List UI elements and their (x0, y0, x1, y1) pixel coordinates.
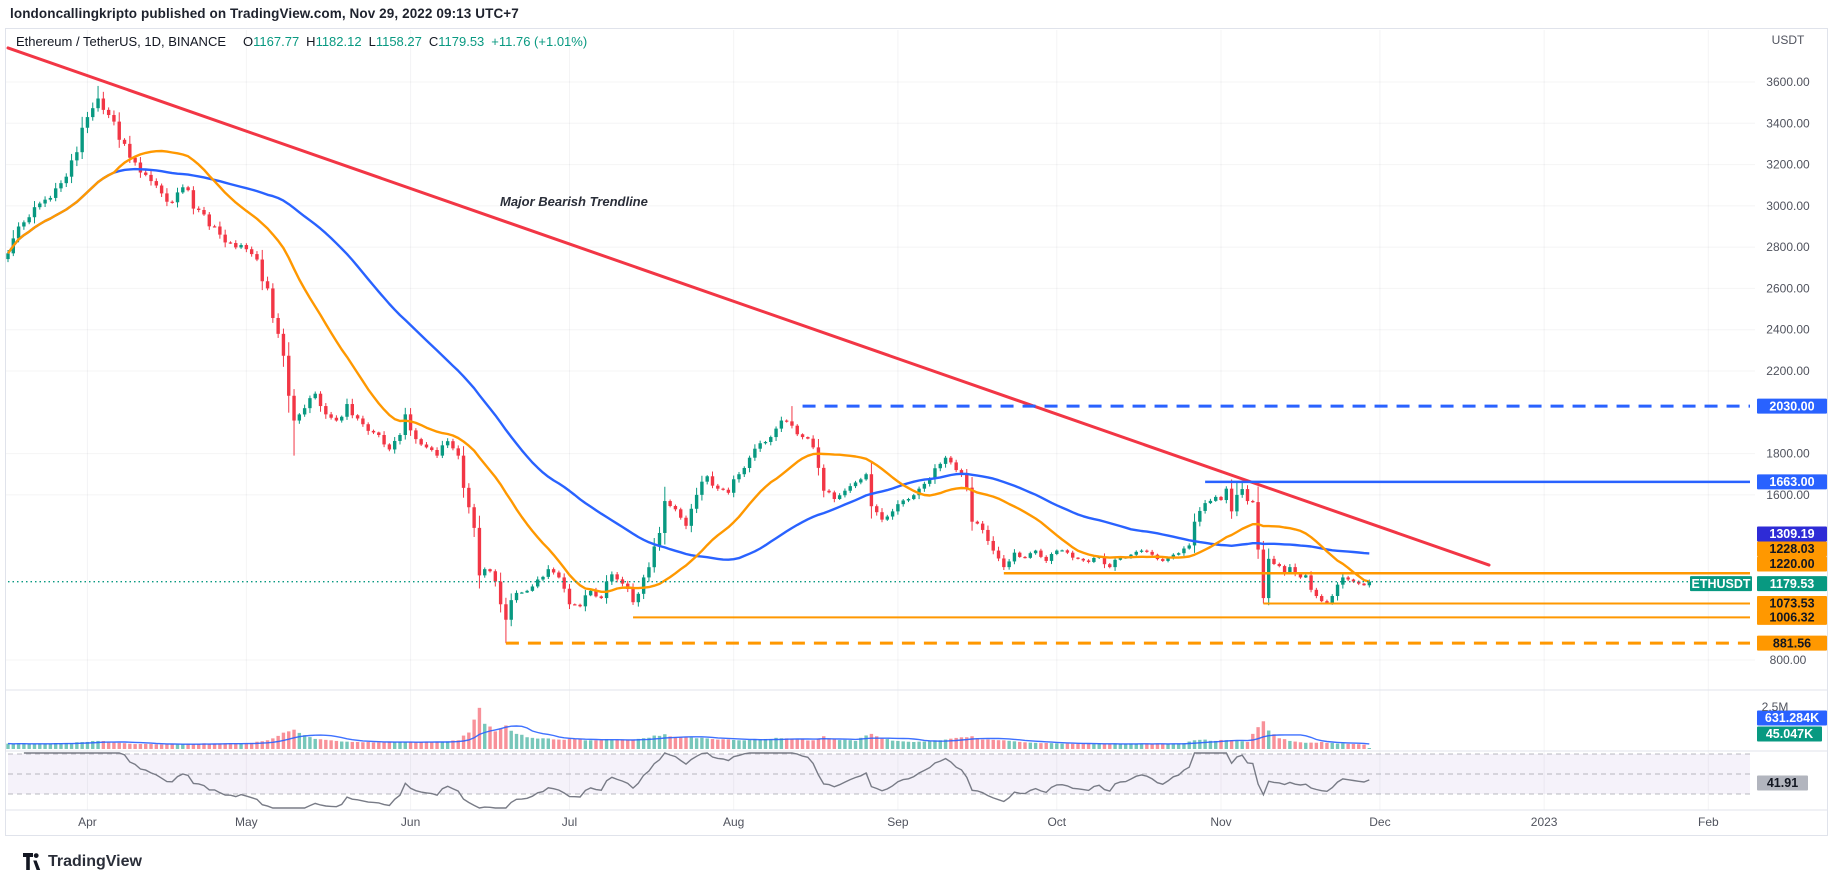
svg-text:1800.00: 1800.00 (1766, 447, 1810, 461)
svg-text:ETHUSDT: ETHUSDT (1691, 577, 1750, 591)
svg-text:1600.00: 1600.00 (1766, 488, 1810, 502)
ma-price-label-1228.03: 1228.03 (1757, 541, 1827, 557)
level-line-2030.00[interactable]: 2030.00 (802, 398, 1827, 414)
level-line-1220.00[interactable]: 1220.00 (1003, 556, 1827, 575)
rsi-line (23, 752, 1370, 809)
svg-text:1220.00: 1220.00 (1769, 557, 1814, 571)
change-value: +11.76 (+1.01%) (491, 34, 588, 49)
pane-dividers (6, 689, 1827, 811)
svg-text:1309.19: 1309.19 (1769, 527, 1814, 541)
open-value: 1167.77 (253, 34, 300, 49)
svg-text:631.284K: 631.284K (1765, 711, 1819, 725)
tradingview-icon (23, 853, 41, 870)
level-line-1663.00[interactable]: 1663.00 (1205, 474, 1827, 490)
svg-text:3400.00: 3400.00 (1766, 116, 1810, 130)
level-line-881.56[interactable]: 881.56 (505, 635, 1827, 651)
high-value: 1182.12 (315, 34, 362, 49)
svg-text:41.91: 41.91 (1767, 776, 1798, 790)
ma-fast-line (7, 149, 1370, 593)
svg-text:3200.00: 3200.00 (1766, 158, 1810, 172)
svg-text:2023: 2023 (1531, 815, 1558, 829)
svg-text:1663.00: 1663.00 (1769, 475, 1814, 489)
ma-slow-line (7, 167, 1370, 561)
volume-ma-label: 631.284K (1757, 710, 1827, 726)
svg-text:3000.00: 3000.00 (1766, 199, 1810, 213)
svg-text:2400.00: 2400.00 (1766, 323, 1810, 337)
low-value: 1158.27 (375, 34, 422, 49)
candles (6, 85, 1372, 644)
svg-text:2600.00: 2600.00 (1766, 281, 1810, 295)
svg-text:2030.00: 2030.00 (1769, 399, 1814, 413)
chart-card (5, 28, 1828, 836)
level-line-1006.32[interactable]: 1006.32 (633, 609, 1827, 625)
price-scale-unit: USDT (1772, 33, 1805, 47)
volume-last-label: 45.047K (1757, 726, 1822, 742)
symbol-title[interactable]: Ethereum / TetherUS, 1D, BINANCE (16, 34, 227, 49)
svg-text:May: May (235, 815, 258, 829)
high-label: H (306, 34, 316, 49)
volume-ma-line (7, 725, 1370, 745)
rsi-band (8, 753, 1750, 795)
svg-text:Nov: Nov (1210, 815, 1231, 829)
svg-text:881.56: 881.56 (1773, 636, 1811, 650)
svg-text:2800.00: 2800.00 (1766, 240, 1810, 254)
close-label: C (428, 34, 439, 49)
svg-text:Jun: Jun (401, 815, 420, 829)
ma-price-label-1309.19: 1309.19 (1757, 526, 1827, 542)
svg-text:3600.00: 3600.00 (1766, 75, 1810, 89)
close-value: 1179.53 (438, 34, 485, 49)
svg-text:1073.53: 1073.53 (1769, 597, 1814, 611)
svg-text:800.00: 800.00 (1770, 653, 1807, 667)
tradingview-attribution[interactable]: TradingView (22, 852, 142, 871)
svg-text:Apr: Apr (78, 815, 97, 829)
svg-text:Oct: Oct (1047, 815, 1066, 829)
low-label: L (368, 34, 376, 49)
svg-text:Feb: Feb (1698, 815, 1719, 829)
svg-text:Dec: Dec (1369, 815, 1390, 829)
svg-text:1006.32: 1006.32 (1769, 611, 1814, 625)
grid-lines (6, 30, 1755, 810)
bearish-trendline[interactable] (6, 46, 1491, 567)
trendline-annotation[interactable]: Major Bearish Trendline (500, 194, 648, 209)
volume-scale-tick: 2.5M (1762, 700, 1789, 714)
svg-text:Jul: Jul (562, 815, 577, 829)
svg-text:1179.53: 1179.53 (1770, 577, 1815, 591)
publish-header: londoncallingkripto published on Trading… (10, 6, 519, 21)
time-scale-labels[interactable]: Apr May Jun Jul Aug Sep Oct Nov Dec 2023 Feb (78, 815, 1719, 829)
rsi-value-label: 41.91 (1757, 775, 1808, 791)
volume-bars (6, 707, 1372, 749)
svg-text:45.047K: 45.047K (1766, 727, 1813, 741)
tradingview-wordmark: TradingView (48, 852, 142, 870)
current-price-marker: ETHUSDT 1179.53 (1690, 576, 1827, 592)
svg-text:2200.00: 2200.00 (1766, 364, 1810, 378)
svg-text:Aug: Aug (723, 815, 744, 829)
svg-text:Sep: Sep (887, 815, 909, 829)
level-line-1073.53[interactable]: 1073.53 (1263, 596, 1827, 612)
price-scale-ticks: USDT 3600.00 3400.00 3200.00 3000.00 2800.00 2… (1762, 33, 1810, 714)
svg-text:1228.03: 1228.03 (1769, 542, 1814, 556)
open-label: O (243, 34, 254, 49)
symbol-legend: Ethereum / TetherUS, 1D, BINANCE O1167.77… (16, 34, 587, 49)
